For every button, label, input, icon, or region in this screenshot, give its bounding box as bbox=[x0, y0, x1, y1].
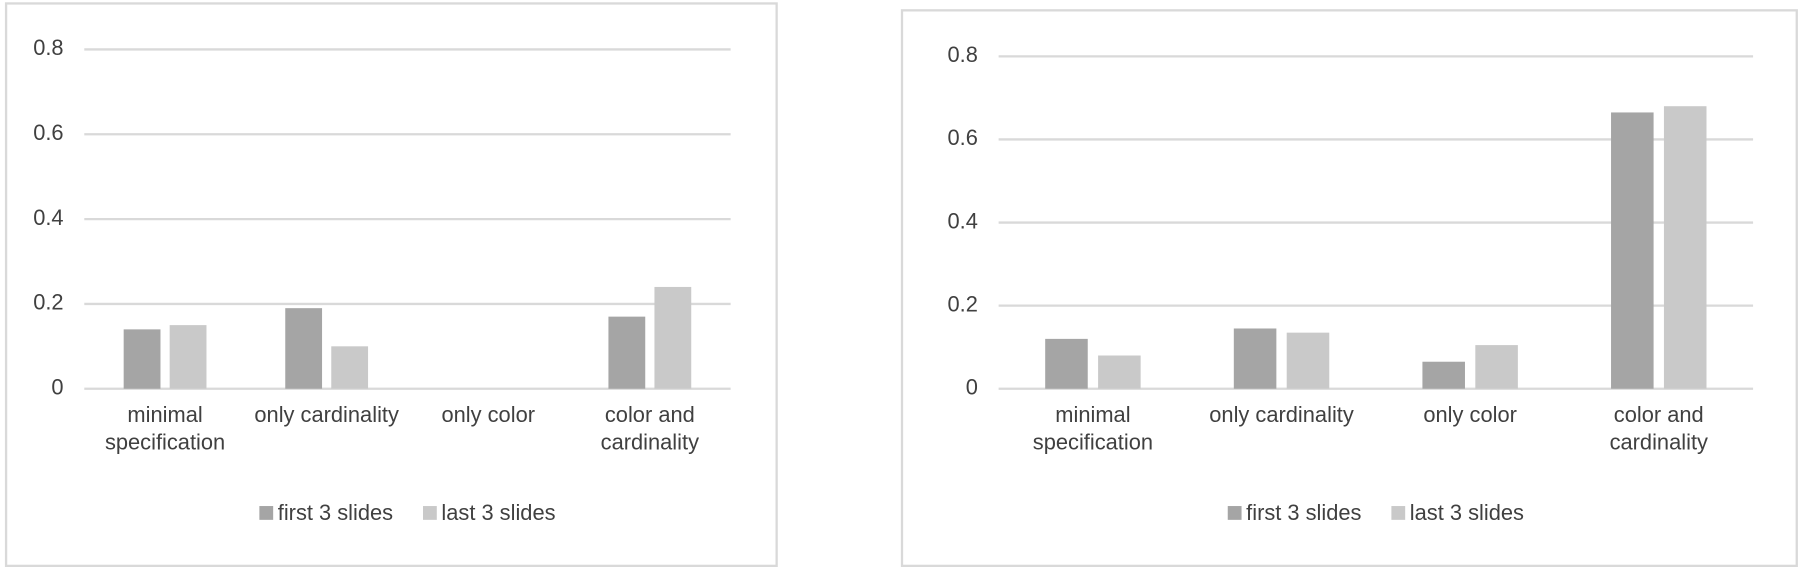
x-tick-label: color and cardinality bbox=[600, 403, 700, 456]
x-tick-label: minimal specification bbox=[1032, 403, 1154, 456]
y-tick-label: 0.8 bbox=[948, 42, 978, 67]
legend-swatch bbox=[1227, 506, 1242, 520]
y-tick-label: 0.6 bbox=[33, 120, 63, 145]
y-tick-label: 0.4 bbox=[33, 205, 63, 230]
x-label-box: color and cardinality bbox=[600, 403, 700, 456]
bar bbox=[169, 325, 207, 389]
y-tick-label: 0.4 bbox=[948, 208, 978, 233]
x-label-box: only color bbox=[1423, 403, 1517, 428]
legend-label: first 3 slides bbox=[1246, 500, 1361, 525]
x-tick-label: only cardinality bbox=[254, 403, 399, 428]
x-tick-label: only color bbox=[441, 403, 536, 428]
legend-label: first 3 slides bbox=[278, 500, 393, 525]
y-tick-label: 0.2 bbox=[33, 290, 63, 315]
bar bbox=[1045, 338, 1088, 389]
bar bbox=[608, 316, 646, 389]
x-label-box: only cardinality bbox=[1209, 403, 1354, 428]
y-tick-label: 0 bbox=[51, 374, 63, 399]
legend-label: last 3 slides bbox=[1410, 500, 1524, 525]
bar bbox=[331, 346, 369, 389]
chart: 0 0.2 0.4 0.6 0.8 minimal specification only c… bbox=[4, 2, 778, 567]
x-tick-label: color and cardinality bbox=[1609, 403, 1708, 456]
legend-swatch bbox=[1391, 506, 1406, 520]
bar bbox=[654, 286, 692, 389]
x-label-box: minimal specification bbox=[1032, 403, 1154, 456]
y-tick-label: 0 bbox=[966, 374, 978, 399]
bar bbox=[1475, 345, 1518, 389]
y-tick-label: 0.8 bbox=[33, 35, 63, 60]
y-tick-label: 0.6 bbox=[948, 125, 978, 150]
bar bbox=[285, 308, 323, 389]
x-label-box: color and cardinality bbox=[1609, 403, 1708, 456]
chart-frame bbox=[4, 2, 778, 567]
legend-swatch bbox=[423, 506, 437, 520]
bar bbox=[1098, 355, 1141, 389]
x-tick-label: only color bbox=[1423, 403, 1517, 428]
bar bbox=[1611, 112, 1654, 389]
x-label-box: only color bbox=[441, 403, 536, 428]
legend: first 3 slides last 3 slides bbox=[1227, 500, 1524, 525]
x-tick-label: minimal specification bbox=[104, 403, 226, 456]
bar bbox=[123, 329, 161, 389]
x-tick-label: only cardinality bbox=[1209, 403, 1354, 428]
y-tick-label: 0.2 bbox=[948, 291, 978, 316]
bar bbox=[1233, 328, 1277, 389]
legend: first 3 slides last 3 slides bbox=[259, 500, 556, 525]
chart-frame bbox=[900, 9, 1798, 567]
legend-label: last 3 slides bbox=[441, 500, 555, 525]
chart: 0 0.2 0.4 0.6 0.8 minimal specification only c… bbox=[900, 9, 1798, 567]
bar bbox=[1663, 106, 1707, 389]
x-label-box: only cardinality bbox=[254, 403, 399, 428]
bar bbox=[1422, 361, 1465, 389]
x-label-box: minimal specification bbox=[104, 403, 226, 456]
bar bbox=[1286, 332, 1330, 389]
legend-swatch bbox=[259, 506, 274, 520]
